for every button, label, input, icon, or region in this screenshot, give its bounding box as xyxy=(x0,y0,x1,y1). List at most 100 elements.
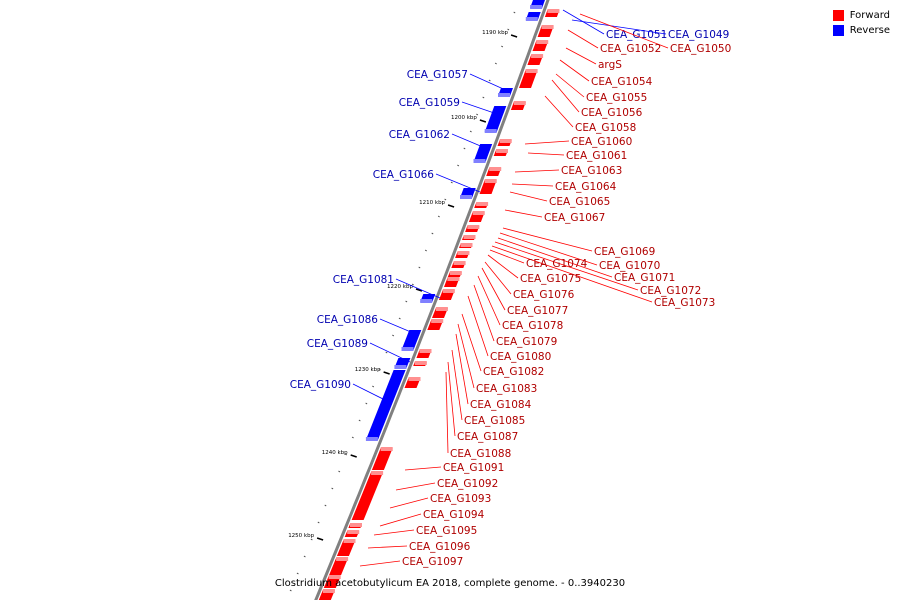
forward-gene-label: CEA_G1065 xyxy=(549,196,610,208)
genome-caption: Clostridium acetobutylicum EA 2018, comp… xyxy=(274,578,626,589)
minor-tick xyxy=(324,504,327,507)
forward-label-leader xyxy=(379,513,422,527)
forward-gene-label: CEA_G1085 xyxy=(464,415,525,427)
minor-tick xyxy=(513,11,516,14)
forward-gene-arrowhead xyxy=(328,575,341,579)
reverse-gene-label: CEA_G1066 xyxy=(373,169,435,181)
forward-label-leader xyxy=(484,261,512,295)
minor-tick xyxy=(372,385,375,388)
genome-backbone xyxy=(314,0,550,600)
forward-label-leader xyxy=(497,237,613,278)
forward-gene-arrowhead xyxy=(460,243,473,247)
scale-tick-label: 1190 kbp xyxy=(482,30,508,36)
minor-tick xyxy=(476,113,479,116)
forward-gene-label: CEA_G1077 xyxy=(507,305,568,317)
minor-tick xyxy=(378,368,381,371)
minor-tick xyxy=(444,198,447,201)
forward-label-leader xyxy=(499,232,598,266)
forward-gene-arrowhead xyxy=(467,225,480,229)
forward-gene-arrowhead xyxy=(484,179,497,183)
minor-tick xyxy=(358,419,361,422)
forward-gene-arrowhead xyxy=(350,523,362,527)
reverse-label-leader xyxy=(461,101,501,116)
scale-tick-label: 1210 kbp xyxy=(419,200,445,206)
forward-gene-label: CEA_G1073 xyxy=(654,297,715,309)
forward-gene-label: CEA_G1080 xyxy=(490,351,551,363)
forward-gene-arrowhead xyxy=(322,589,335,593)
reverse-gene-arrowhead xyxy=(498,93,510,97)
minor-tick xyxy=(494,62,497,65)
forward-gene-label: CEA_G1055 xyxy=(586,92,647,104)
minor-tick xyxy=(431,232,434,235)
forward-gene-arrowhead xyxy=(408,377,421,381)
forward-gene-label: CEA_G1094 xyxy=(423,509,485,521)
minor-tick xyxy=(437,215,440,218)
forward-label-leader xyxy=(389,497,429,509)
reverse-gene xyxy=(365,370,406,440)
forward-gene-label: CEA_G1092 xyxy=(437,478,498,490)
reverse-label-leader xyxy=(571,19,667,35)
forward-label-leader xyxy=(447,361,456,437)
forward-gene-label: CEA_G1084 xyxy=(470,399,532,411)
gene-label-layer: CEA_G1051 CEA_G1049 CEA_G1057 CEA_G1059 CEA_… xyxy=(290,9,731,568)
scale-tick-label: 1240 kbp xyxy=(322,450,348,456)
forward-gene-arrowhead xyxy=(525,69,538,73)
reverse-gene-arrowhead xyxy=(530,5,543,9)
minor-tick xyxy=(482,96,485,99)
forward-gene-label: CEA_G1074 xyxy=(526,258,588,270)
strand-legend: Forward Reverse xyxy=(832,8,890,38)
forward-gene-arrowhead xyxy=(419,349,432,353)
forward-gene-arrowhead xyxy=(453,261,466,265)
reverse-label-leader xyxy=(451,133,491,151)
minor-tick xyxy=(345,453,348,456)
scale-tick xyxy=(350,454,357,458)
reverse-label-leader xyxy=(435,173,481,193)
forward-label-leader xyxy=(524,140,570,145)
forward-gene-arrowhead xyxy=(531,54,544,58)
forward-label-leader xyxy=(457,323,475,389)
scale-tick-label: 1250 kbp xyxy=(288,533,314,539)
minor-tick xyxy=(351,436,354,439)
reverse-gene-label: CEA_G1049 xyxy=(668,29,729,41)
forward-gene-arrowhead xyxy=(536,40,549,44)
forward-gene-label: CEA_G1075 xyxy=(520,273,581,285)
legend-reverse-label: Reverse xyxy=(849,25,890,36)
genome-backbone-layer xyxy=(314,0,550,600)
reverse-gene xyxy=(473,144,493,162)
legend-forward: Forward xyxy=(832,8,890,23)
forward-label-leader xyxy=(467,295,489,357)
forward-gene-label: CEA_G1076 xyxy=(513,289,575,301)
forward-label-leader xyxy=(509,191,548,202)
forward-gene-label: CEA_G1087 xyxy=(457,431,518,443)
forward-gene-label: CEA_G1083 xyxy=(476,383,537,395)
scale-tick xyxy=(447,204,455,208)
reverse-swatch xyxy=(832,25,844,36)
forward-gene-label: CEA_G1070 xyxy=(599,260,660,272)
forward-gene-arrowhead xyxy=(513,101,526,105)
reverse-gene-label: CEA_G1062 xyxy=(389,129,450,141)
forward-label-leader xyxy=(527,152,565,156)
forward-gene-label: CEA_G1093 xyxy=(430,493,491,505)
forward-gene xyxy=(351,472,384,520)
forward-gene-arrowhead xyxy=(343,539,356,543)
forward-gene-label: CEA_G1058 xyxy=(575,122,636,134)
forward-label-leader xyxy=(461,313,482,372)
reverse-gene-label: CEA_G1090 xyxy=(290,379,351,391)
forward-gene xyxy=(336,540,356,556)
minor-tick xyxy=(338,470,341,473)
forward-gene-arrowhead xyxy=(336,557,349,561)
minor-tick xyxy=(385,351,388,354)
forward-label-leader xyxy=(565,47,597,65)
forward-label-leader xyxy=(579,13,669,49)
scale-tick xyxy=(316,537,324,541)
forward-label-leader xyxy=(473,284,495,342)
forward-label-leader xyxy=(455,333,469,405)
forward-gene-arrowhead xyxy=(457,251,470,255)
reverse-label-leader xyxy=(469,73,511,93)
forward-label-leader xyxy=(494,241,639,291)
reverse-gene-arrowhead xyxy=(525,17,538,21)
forward-gene-label: CEA_G1060 xyxy=(571,136,632,148)
forward-gene xyxy=(519,70,538,88)
forward-label-leader xyxy=(359,560,401,567)
tick-layer: 1190 kbp 1200 kbp 1210 kbp 1220 kbp 1230 kbp… xyxy=(288,11,518,592)
